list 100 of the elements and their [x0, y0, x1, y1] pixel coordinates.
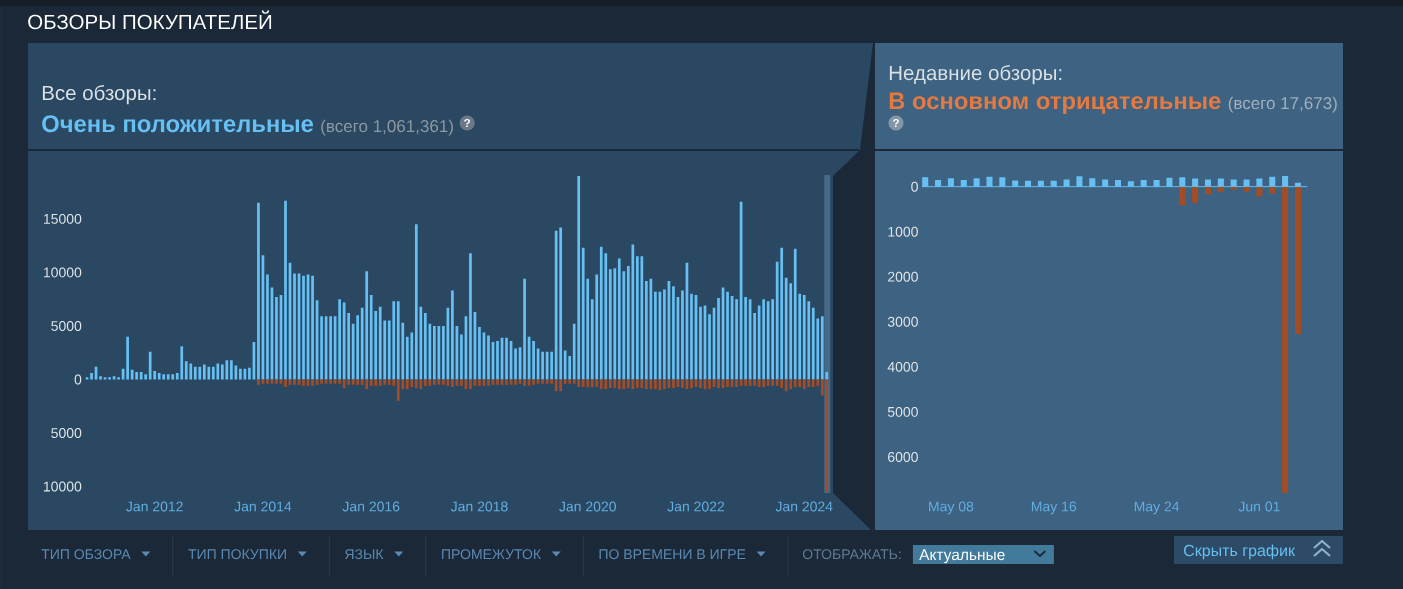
bar: [771, 379, 775, 386]
bar: [320, 316, 323, 380]
bar: [640, 256, 644, 380]
bar: [487, 335, 490, 380]
text: ?: [893, 118, 899, 128]
bar: [608, 379, 612, 389]
bar: [663, 379, 666, 390]
y-tick-label: 0: [74, 374, 82, 385]
bar: [1256, 186, 1263, 197]
bar: [780, 379, 784, 389]
bar: [410, 332, 414, 380]
bar: [663, 289, 666, 380]
bar: [171, 374, 175, 380]
bar: [775, 379, 779, 386]
bar: [622, 379, 626, 390]
bar: [514, 379, 517, 385]
bar: [654, 379, 657, 390]
bar: [460, 379, 463, 386]
bar: [266, 274, 269, 380]
bar: [586, 379, 590, 387]
y-tick-label: 5000: [887, 406, 918, 417]
bar: [726, 291, 729, 380]
bar: [387, 379, 391, 385]
chart-subtitle: В основном отрицательные: [889, 92, 1221, 114]
bar: [631, 244, 635, 380]
text: ЯЗЫК: [345, 549, 384, 560]
bar: [302, 379, 305, 386]
bar: [293, 379, 296, 385]
bar: [405, 336, 409, 380]
bar: [329, 316, 332, 380]
bar: [396, 379, 400, 401]
bar: [762, 379, 765, 387]
bar: [595, 274, 599, 380]
bar: [604, 379, 608, 390]
bar: [365, 271, 369, 380]
bar: [645, 280, 648, 380]
text: (всего 17,673): [1228, 96, 1337, 113]
x-tick-label: May 08: [929, 501, 974, 515]
bar: [744, 297, 747, 380]
y-tick-label: 5000: [51, 428, 82, 438]
bar: [193, 366, 197, 380]
bar: [392, 301, 396, 380]
bar: [766, 379, 770, 386]
bar: [338, 379, 341, 384]
bar: [608, 269, 612, 380]
bar: [708, 379, 711, 390]
text: ОБЗОРЫ ПОКУПАТЕЛЕЙ: [28, 10, 272, 30]
bar: [284, 200, 287, 380]
bar: [550, 351, 553, 380]
bar: [784, 379, 788, 392]
bar: [554, 379, 558, 392]
bar: [257, 379, 260, 385]
bar: [90, 373, 93, 380]
bar: [216, 363, 220, 380]
bar: [230, 360, 233, 380]
bar: [423, 379, 427, 386]
bar: [672, 379, 675, 389]
bar: [1192, 186, 1199, 203]
bar: [220, 364, 224, 380]
bar: [442, 379, 445, 385]
chart-subtitle: Очень положительные: [42, 115, 314, 133]
bar: [378, 306, 382, 380]
bar: [396, 301, 400, 380]
bar: [613, 268, 617, 380]
bar: [338, 299, 341, 380]
bar: [744, 379, 747, 386]
bar: [356, 379, 360, 385]
bar: [771, 299, 775, 380]
bar: [802, 294, 806, 380]
bar: [1204, 186, 1212, 195]
bar: [180, 346, 184, 380]
bar: [293, 273, 296, 380]
bar: [1217, 186, 1224, 192]
bar: [496, 379, 499, 385]
bar: [108, 377, 111, 380]
bar: [239, 368, 242, 380]
bar: [568, 379, 572, 384]
bar: [613, 379, 617, 389]
x-tick-label: Jan 2024: [775, 501, 833, 512]
bar: [347, 379, 350, 385]
bar: [410, 379, 414, 387]
text: Актуальные: [919, 549, 1005, 564]
x-tick-label: Jan 2012: [126, 501, 183, 512]
bar: [1243, 186, 1250, 192]
bar: [568, 355, 572, 380]
bar: [1282, 186, 1289, 493]
bar: [635, 256, 639, 380]
bar: [563, 350, 567, 380]
bar: [414, 379, 418, 389]
bar: [1294, 186, 1301, 334]
bar: [378, 379, 382, 386]
bar: [478, 379, 481, 386]
bar: [762, 299, 765, 380]
bar: [148, 351, 152, 380]
bar: [699, 379, 702, 389]
bar: [617, 379, 621, 390]
bar: [469, 253, 472, 380]
x-tick-label: Jan 2018: [450, 501, 508, 512]
x-tick-label: May 24: [1134, 501, 1180, 515]
chart-title: Все обзоры:: [42, 84, 156, 105]
